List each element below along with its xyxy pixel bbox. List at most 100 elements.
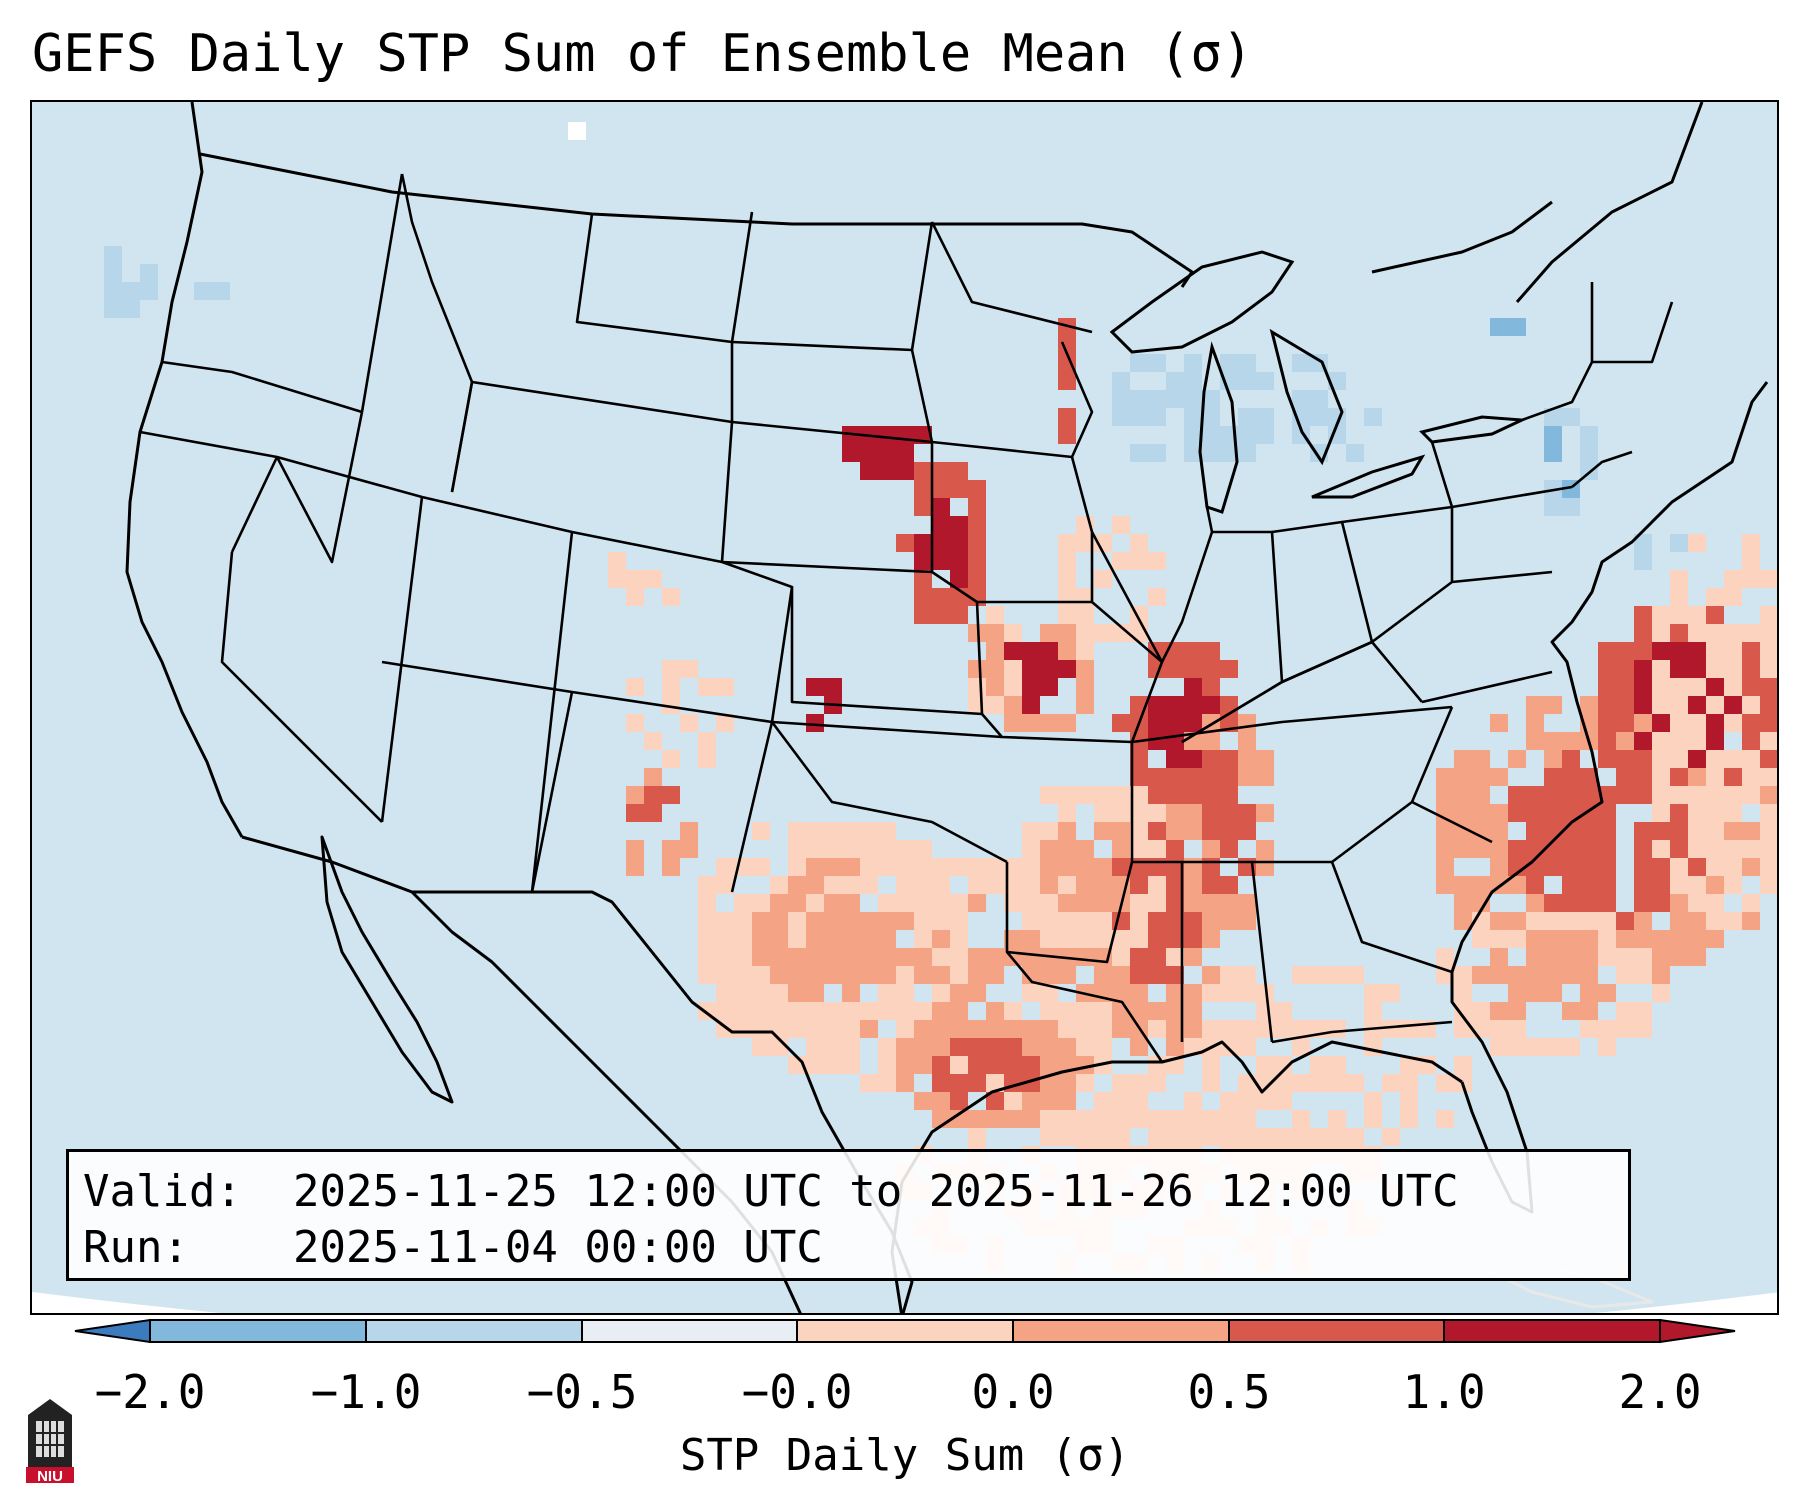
- stp-cell: [896, 912, 914, 930]
- stp-cell: [1400, 1020, 1418, 1038]
- stp-cell: [1184, 390, 1202, 408]
- stp-cell: [1724, 660, 1742, 678]
- stp-cell: [1742, 552, 1760, 570]
- stp-cell: [1706, 930, 1724, 948]
- stp-cell: [1292, 390, 1310, 408]
- stp-cell: [1130, 534, 1148, 552]
- stp-cell: [1580, 858, 1598, 876]
- stp-cell: [1400, 1074, 1418, 1092]
- stp-cell: [1634, 606, 1652, 624]
- great-lakes: [1109, 250, 1528, 514]
- stp-cell: [1256, 1092, 1274, 1110]
- stp-cell: [1202, 768, 1220, 786]
- stp-cell: [1094, 1002, 1112, 1020]
- stp-cell: [1634, 858, 1652, 876]
- stp-cell: [986, 1074, 1004, 1092]
- stp-cell: [1058, 966, 1076, 984]
- stp-cell: [1022, 696, 1040, 714]
- stp-cell: [1688, 876, 1706, 894]
- stp-cell: [860, 876, 878, 894]
- stp-cell: [1130, 1110, 1148, 1128]
- stp-cell: [968, 948, 986, 966]
- colorbar-tick: −2.0: [94, 1365, 206, 1419]
- stp-cell: [914, 480, 932, 498]
- stp-cell: [1076, 858, 1094, 876]
- stp-cell: [932, 462, 950, 480]
- stp-cell: [1580, 696, 1598, 714]
- stp-cell: [1562, 912, 1580, 930]
- stp-cell: [1202, 678, 1220, 696]
- stp-cell: [752, 1002, 770, 1020]
- stp-cell: [1238, 984, 1256, 1002]
- stp-cell: [824, 948, 842, 966]
- stp-cell: [770, 948, 788, 966]
- stp-cell: [1544, 912, 1562, 930]
- stp-cell: [1562, 768, 1580, 786]
- stp-cell: [1598, 1038, 1616, 1056]
- stp-cell: [1670, 570, 1688, 588]
- stp-cell: [1580, 912, 1598, 930]
- stp-cell: [1022, 660, 1040, 678]
- lake-superior: [1109, 250, 1295, 354]
- stp-cell: [680, 840, 698, 858]
- stp-cell: [1742, 660, 1760, 678]
- stp-cell: [1058, 624, 1076, 642]
- stp-cell: [1184, 930, 1202, 948]
- stp-cell: [968, 534, 986, 552]
- stp-cell: [1238, 408, 1256, 426]
- stp-cell: [950, 1074, 968, 1092]
- stp-cell: [1112, 552, 1130, 570]
- stp-cell: [986, 1002, 1004, 1020]
- stp-cell: [1454, 1056, 1472, 1074]
- stp-cell: [1508, 984, 1526, 1002]
- stp-cell: [1130, 876, 1148, 894]
- stp-cell: [932, 948, 950, 966]
- stp-cell: [1598, 696, 1616, 714]
- stp-cell: [1184, 1110, 1202, 1128]
- stp-cell: [914, 534, 932, 552]
- stp-cell: [1148, 444, 1166, 462]
- stp-cell: [968, 480, 986, 498]
- stp-cell: [1004, 876, 1022, 894]
- stp-cell: [1778, 696, 1779, 714]
- stp-cell: [1220, 660, 1238, 678]
- stp-cell: [1130, 408, 1148, 426]
- stp-cell: [1688, 804, 1706, 822]
- stp-cell: [1634, 876, 1652, 894]
- stp-cell: [1148, 894, 1166, 912]
- stp-cell: [1706, 804, 1724, 822]
- stp-cell: [1148, 696, 1166, 714]
- stp-cell: [1238, 1092, 1256, 1110]
- stp-cell: [1652, 660, 1670, 678]
- lake-ontario: [1419, 415, 1528, 444]
- stp-cell: [932, 606, 950, 624]
- stp-cell: [824, 1002, 842, 1020]
- stp-cell: [1256, 408, 1274, 426]
- stp-cell: [1220, 912, 1238, 930]
- stp-cell: [1436, 1110, 1454, 1128]
- border-canada: [199, 152, 1194, 288]
- stp-cell: [1562, 930, 1580, 948]
- stp-cell: [950, 462, 968, 480]
- stp-cell: [626, 804, 644, 822]
- stp-cell: [734, 948, 752, 966]
- stp-cell: [1382, 1074, 1400, 1092]
- stp-cell: [1238, 1110, 1256, 1128]
- stp-cell: [1184, 426, 1202, 444]
- stp-cell: [1562, 840, 1580, 858]
- stp-cell: [1544, 894, 1562, 912]
- stp-cell: [842, 1002, 860, 1020]
- stp-cell: [1652, 822, 1670, 840]
- stp-cell: [788, 894, 806, 912]
- stp-cell: [1580, 1020, 1598, 1038]
- stp-cell: [1562, 1038, 1580, 1056]
- stp-cell: [1058, 570, 1076, 588]
- stp-cell: [1220, 1128, 1238, 1146]
- stp-cell: [1076, 840, 1094, 858]
- stp-cell: [1490, 1020, 1508, 1038]
- stp-cell: [1562, 966, 1580, 984]
- stp-cell: [914, 894, 932, 912]
- stp-cell: [1166, 1128, 1184, 1146]
- stp-cell: [1148, 804, 1166, 822]
- stp-cell: [1724, 588, 1742, 606]
